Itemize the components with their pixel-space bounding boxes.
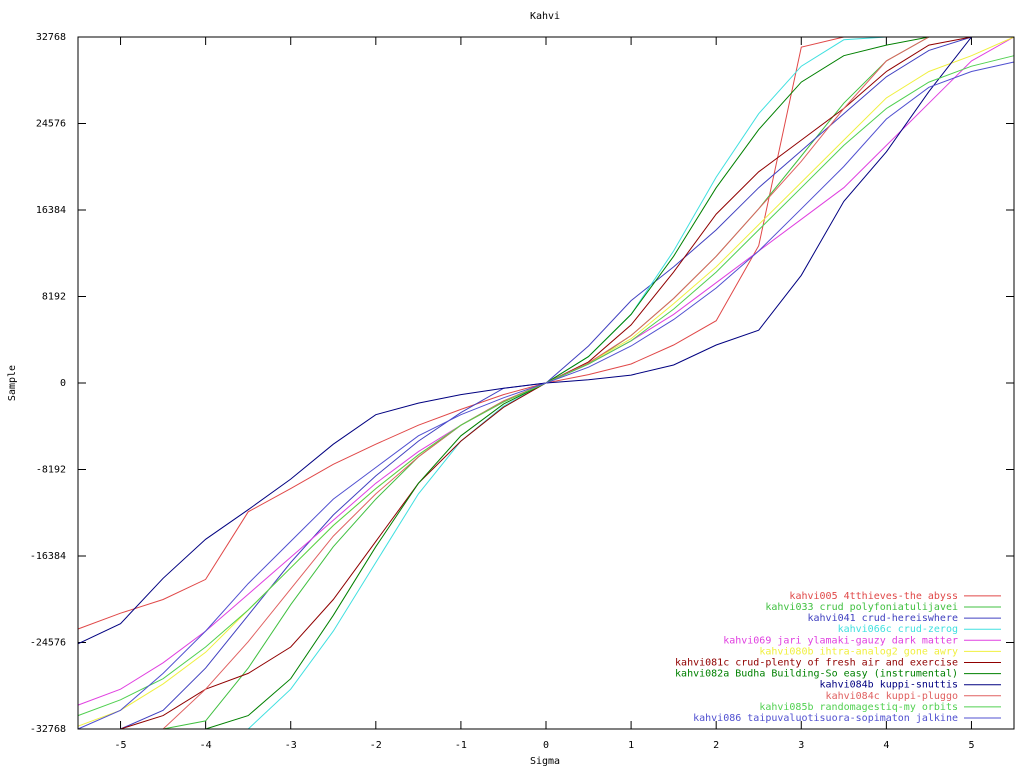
legend-label: kahvi041 crud-hereiswhere — [807, 613, 958, 624]
x-tick-label: 1 — [628, 740, 634, 751]
y-tick-label: 16384 — [36, 205, 66, 216]
legend-label: kahvi080b ihtra-analog2 gone awry — [759, 646, 958, 657]
y-tick-label: 24576 — [36, 119, 66, 130]
y-tick-label: 8192 — [42, 292, 66, 303]
x-tick-label: 3 — [798, 740, 804, 751]
chart-title: Kahvi — [530, 11, 560, 22]
legend-label: kahvi033 crud polyfoniatulijavei — [765, 602, 958, 613]
legend-label: kahvi081c crud-plenty of fresh air and e… — [675, 658, 958, 669]
x-axis-label: Sigma — [530, 756, 560, 767]
x-tick-label: 4 — [883, 740, 889, 751]
x-tick-label: 5 — [968, 740, 974, 751]
x-tick-label: -1 — [455, 740, 467, 751]
x-tick-label: 2 — [713, 740, 719, 751]
legend-label: kahvi084c kuppi-pluggo — [826, 691, 958, 702]
x-tick-label: -2 — [370, 740, 382, 751]
plot-frame — [77, 36, 1015, 730]
x-tick-label: -3 — [285, 740, 297, 751]
x-tick-label: 0 — [543, 740, 549, 751]
y-tick-label: 32768 — [36, 32, 66, 43]
x-tick-label: -4 — [200, 740, 212, 751]
legend-label: kahvi005 4tthieves-the abyss — [789, 591, 958, 602]
legend-label: kahvi069 jari ylamaki-gauzy dark matter — [723, 635, 958, 646]
legend-label: kahvi082a Budha Building-So easy (instru… — [675, 669, 958, 680]
series-line — [77, 61, 1015, 730]
y-tick-label: -16384 — [30, 551, 66, 562]
y-tick-label: 0 — [60, 378, 66, 389]
legend-label: kahvi066c crud-zerog — [838, 624, 958, 635]
legend-label: kahvi085b randomagestiq-my orbits — [759, 702, 958, 713]
x-tick-label: -5 — [115, 740, 127, 751]
legend-label: kahvi086 taipuvaluotisuora-sopimaton jal… — [693, 713, 958, 724]
legend-label: kahvi084b kuppi-snuttis — [820, 680, 958, 691]
y-axis-label: Sample — [7, 365, 18, 401]
y-tick-label: -32768 — [30, 724, 66, 735]
y-tick-label: -8192 — [36, 465, 66, 476]
y-tick-label: -24576 — [30, 638, 66, 649]
